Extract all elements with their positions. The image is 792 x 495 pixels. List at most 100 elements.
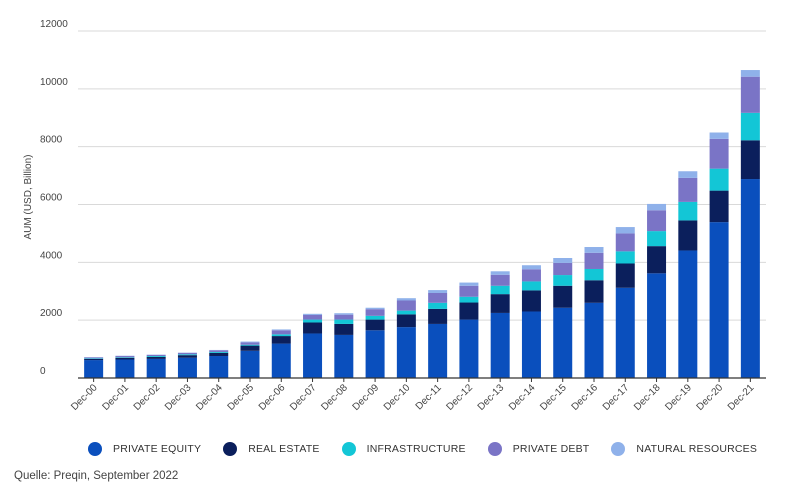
bar-segment-private-equity [365, 330, 385, 378]
bar-segment-natural-resources [428, 290, 448, 293]
bar-segment-private-debt [459, 285, 479, 297]
bar-segment-infrastructure [647, 231, 667, 247]
bar-segment-private-debt [553, 262, 573, 276]
bar-segment-private-equity [584, 302, 604, 378]
bar-segment-private-equity [709, 222, 729, 378]
bar-segment-private-debt [240, 342, 260, 345]
bar-segment-private-equity [146, 358, 166, 378]
bar-segment-infrastructure [146, 356, 166, 357]
x-tick-label: Dec-09 [351, 382, 382, 413]
bar-segment-real-estate [146, 356, 166, 359]
legend-marker [223, 442, 238, 456]
y-tick-label: 4000 [40, 250, 63, 261]
bar-segment-private-equity [459, 319, 479, 378]
bar-segment-natural-resources [709, 132, 729, 139]
bar-segment-real-estate [240, 345, 260, 351]
bar-segment-real-estate [615, 263, 635, 288]
bar-segment-private-debt [271, 330, 291, 335]
x-tick-label: Dec-13 [476, 382, 507, 413]
bar-segment-infrastructure [365, 315, 385, 320]
legend-item: PRIVATE DEBT [487, 442, 590, 456]
bar-segment-natural-resources [303, 313, 323, 315]
x-tick-label: Dec-17 [601, 382, 632, 413]
bar-segment-private-equity [303, 333, 323, 378]
bar-segment-private-equity [84, 360, 104, 378]
bar-segment-real-estate [740, 140, 760, 180]
bar-segment-private-equity [209, 356, 229, 378]
bar-segment-natural-resources [240, 341, 260, 343]
bar-segment-private-equity [396, 327, 416, 378]
bar-segment-private-equity [647, 273, 667, 378]
bar-segment-natural-resources [271, 329, 291, 331]
bar-segment-private-equity [678, 250, 698, 378]
x-tick-label: Dec-10 [382, 382, 413, 413]
x-tick-label: Dec-21 [726, 382, 757, 413]
bar-segment-private-equity [240, 350, 260, 378]
bar-segment-real-estate [490, 294, 510, 313]
legend-label: PRIVATE EQUITY [113, 443, 202, 455]
legend-label: NATURAL RESOURCES [636, 443, 758, 455]
y-tick-label: 8000 [40, 135, 63, 146]
bar-segment-natural-resources [334, 313, 354, 315]
x-tick-label: Dec-20 [695, 382, 726, 413]
bar-segment-private-debt [490, 274, 510, 286]
bar-segment-private-debt [647, 210, 667, 232]
bar-segment-private-debt [303, 314, 323, 320]
x-tick-label: Dec-06 [257, 382, 288, 413]
bar-segment-infrastructure [521, 281, 541, 291]
y-tick-label: 12000 [40, 19, 68, 30]
bar-segment-natural-resources [521, 265, 541, 270]
x-tick-label: Dec-04 [194, 382, 225, 413]
bar-segment-real-estate [678, 220, 698, 251]
legend-item: PRIVATE EQUITY [88, 442, 201, 456]
bar-segment-private-equity [521, 311, 541, 378]
bar-segment-private-equity [334, 334, 354, 378]
bar-segment-infrastructure [709, 168, 729, 191]
bar-segment-private-debt [209, 350, 229, 352]
bar-segment-real-estate [428, 308, 448, 324]
legend: PRIVATE EQUITY REAL ESTATE INFRASTRUCTURE P… [88, 442, 779, 456]
x-tick-label: Dec-18 [632, 382, 663, 413]
bar-segment-natural-resources [584, 247, 604, 253]
bar-segment-real-estate [709, 190, 729, 223]
legend-label: INFRASTRUCTURE [366, 443, 466, 455]
bar-segment-infrastructure [584, 268, 604, 281]
bar-segment-private-debt [177, 352, 197, 355]
x-tick-label: Dec-07 [288, 382, 319, 413]
source-note: Quelle: Preqin, September 2022 [14, 470, 179, 482]
bar-segment-real-estate [459, 302, 479, 320]
bar-segment-private-equity [271, 343, 291, 378]
bar-segment-natural-resources [396, 298, 416, 301]
bar-segment-private-debt [584, 252, 604, 269]
bar-segment-private-debt [365, 309, 385, 316]
legend-marker [341, 442, 356, 456]
bar-segment-real-estate [365, 319, 385, 331]
legend-item: NATURAL RESOURCES [611, 442, 757, 456]
bar-segment-real-estate [303, 322, 323, 334]
bar-segment-real-estate [177, 355, 197, 358]
bar-segment-private-debt [740, 76, 760, 113]
legend-item: INFRASTRUCTURE [341, 442, 466, 456]
bar-segment-real-estate [647, 246, 667, 274]
y-tick-label: 6000 [40, 193, 63, 204]
x-tick-label: Dec-19 [663, 382, 694, 413]
legend-label: REAL ESTATE [248, 443, 320, 455]
legend-label: PRIVATE DEBT [512, 443, 590, 455]
x-tick-label: Dec-11 [414, 382, 444, 412]
bars [84, 70, 760, 378]
bar-segment-private-debt [84, 357, 104, 359]
x-tick-label: Dec-12 [444, 382, 475, 413]
bar-segment-infrastructure [428, 302, 448, 309]
bar-segment-infrastructure [84, 358, 104, 359]
bar-segment-infrastructure [240, 344, 260, 346]
y-tick-label: 2000 [40, 308, 63, 319]
bar-segment-real-estate [521, 290, 541, 312]
bar-segment-infrastructure [740, 112, 760, 141]
x-tick-label: Dec-01 [100, 382, 131, 413]
y-tick-label: 0 [40, 366, 46, 377]
bar-segment-private-equity [615, 287, 635, 378]
bar-segment-private-equity [428, 323, 448, 378]
bar-segment-infrastructure [271, 334, 291, 337]
bar-segment-private-debt [396, 300, 416, 311]
